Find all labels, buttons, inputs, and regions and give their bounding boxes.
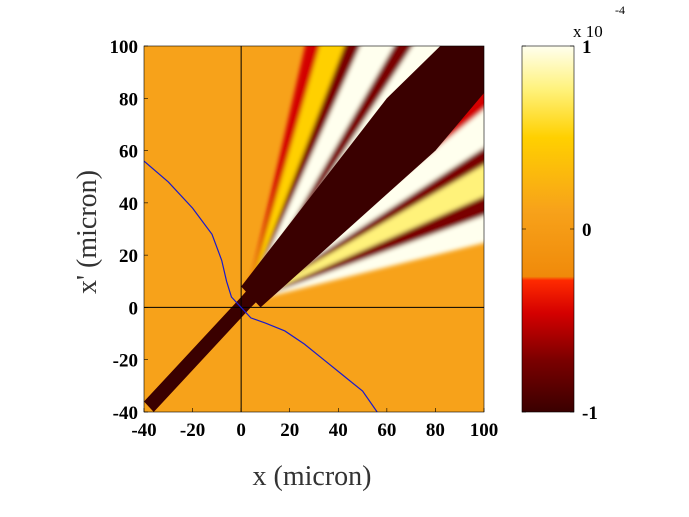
y-axis-label: x' (micron)	[72, 170, 103, 294]
colorbar-tick-label: -1	[582, 403, 598, 424]
x-tick-label: -20	[180, 420, 205, 441]
colorbar-gradient	[521, 45, 575, 413]
fringe-ray	[246, 46, 345, 303]
y-tick-label: 40	[119, 194, 138, 215]
y-tick-label: 20	[119, 246, 138, 267]
x-axis-label: x (micron)	[253, 461, 372, 492]
colorbar-exponent-power: -4	[615, 3, 625, 17]
x-tick-label: 100	[470, 420, 499, 441]
x-tick-label: 20	[280, 420, 299, 441]
zero-crosshair	[144, 46, 484, 412]
x-tick-label: 80	[426, 420, 445, 441]
x-tick-label: -40	[131, 420, 156, 441]
x-tick-label: 60	[377, 420, 396, 441]
y-tick-label: 80	[119, 89, 138, 110]
fringe-ray	[246, 164, 484, 303]
colorbar-exponent: x 10	[573, 22, 603, 41]
heatmap-field	[144, 46, 484, 412]
plot-frame	[143, 45, 485, 413]
colorbar-ticks: 1 0 -1	[522, 37, 598, 424]
colorbar-tick-label: 1	[582, 37, 592, 58]
y-axis-ticks: 100 80 60 40 20 0 -20 -40	[110, 37, 148, 424]
y-tick-label: 60	[119, 142, 138, 163]
fringe-ray	[246, 196, 484, 303]
diagonal-band	[144, 46, 484, 412]
fringe-ray	[246, 46, 320, 303]
y-tick-label: -40	[113, 403, 138, 424]
fringe-ray	[246, 46, 361, 303]
dark-diagonal-band-core	[241, 46, 484, 308]
fringe-ray	[246, 215, 484, 303]
overlay-curve	[144, 160, 378, 412]
y-tick-label: 100	[110, 37, 139, 58]
y-tick-label: 0	[129, 298, 139, 319]
y-tick-label: -20	[113, 351, 138, 372]
x-tick-label: 40	[329, 420, 348, 441]
colorbar-tick-label: 0	[582, 220, 592, 241]
x-axis-ticks: -40 -20 0 20 40 60 80 100	[131, 408, 498, 441]
colorbar: 1 0 -1 x 10 -4	[521, 3, 625, 424]
x-tick-label: 0	[236, 420, 246, 441]
